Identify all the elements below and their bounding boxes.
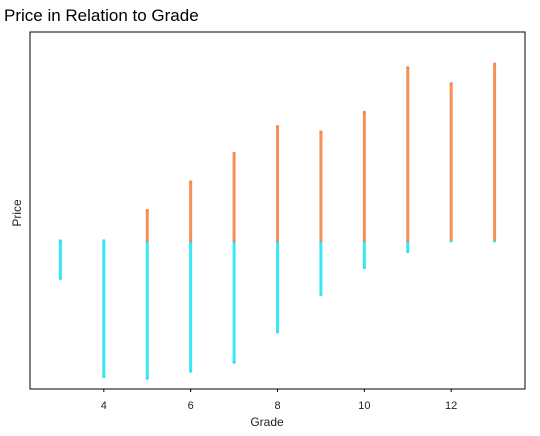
min-point-grade-10	[362, 266, 366, 270]
max-point-grade-11	[406, 66, 410, 70]
min-point-grade-11	[406, 249, 410, 254]
chart-marks	[58, 62, 497, 380]
max-point-grade-12	[449, 82, 453, 86]
min-point-grade-8	[275, 330, 280, 334]
min-point-grade-13	[493, 239, 497, 243]
max-point-grade-9	[319, 130, 323, 134]
max-point-grade-5	[145, 208, 149, 213]
chart-title: Price in Relation to Grade	[4, 6, 199, 25]
max-point-grade-6	[189, 180, 193, 184]
y-axis-label: Price	[10, 199, 24, 227]
max-point-grade-7	[232, 151, 236, 155]
x-tick-label-12: 12	[445, 400, 457, 412]
max-point-grade-10	[362, 110, 366, 114]
min-point-grade-3	[58, 276, 62, 280]
x-ticks: 4 6 8 10 12	[101, 389, 457, 412]
min-point-grade-12	[449, 239, 453, 243]
min-point-grade-4	[102, 374, 106, 379]
x-tick-label-8: 8	[274, 400, 280, 412]
x-axis-label: Grade	[250, 415, 284, 429]
max-point-grade-3	[58, 239, 62, 243]
max-point-grade-8	[275, 125, 280, 129]
max-point-grade-13	[493, 62, 497, 66]
min-point-grade-5	[145, 376, 149, 380]
x-tick-label-6: 6	[188, 400, 194, 412]
min-point-grade-6	[189, 369, 193, 373]
x-tick-label-4: 4	[101, 400, 107, 412]
max-point-grade-4	[102, 239, 106, 243]
min-point-grade-9	[319, 292, 323, 296]
x-tick-label-10: 10	[358, 400, 370, 412]
min-point-grade-7	[232, 360, 236, 364]
